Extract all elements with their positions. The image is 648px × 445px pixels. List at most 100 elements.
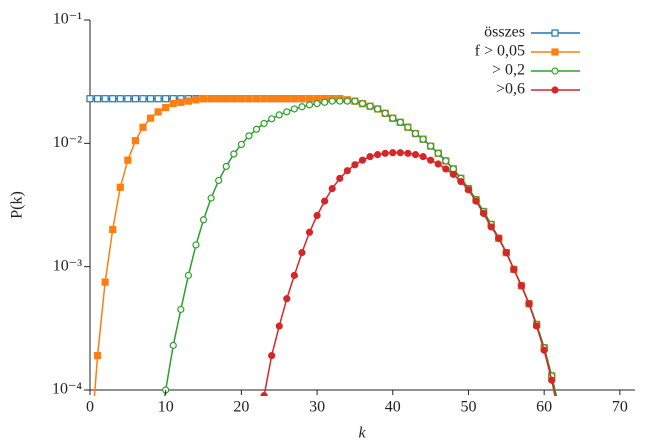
data-point [381,109,389,117]
data-point [192,241,200,249]
data-point [457,177,465,186]
data-point [442,165,450,173]
data-point [268,95,276,103]
data-point [131,95,140,103]
data-point [177,98,185,106]
legend-marker [551,86,559,94]
data-point [146,114,155,122]
data-point [290,95,298,103]
legend-marker [551,48,559,56]
data-point [290,105,298,113]
data-point [207,95,215,103]
data-point [427,142,435,150]
y-axis-label: P(k) [9,191,26,219]
data-point [155,436,161,442]
data-point [358,156,367,164]
x-tick-label: 20 [233,399,249,416]
data-point [487,223,495,231]
data-point [184,97,193,105]
data-point [298,103,306,111]
data-point [556,406,562,412]
legend-label: f > 0,05 [475,43,525,60]
data-point [298,249,306,257]
data-point [116,95,124,103]
data-point [321,98,329,106]
data-point [366,153,374,161]
data-point [404,149,412,157]
data-point [419,135,427,143]
data-point [207,194,215,202]
data-point [396,118,404,126]
data-point [215,95,223,103]
data-point [283,108,291,116]
data-point [184,271,193,279]
data-point [93,95,102,103]
data-point [343,97,351,105]
data-point [525,300,533,308]
data-point [169,341,177,349]
data-point [336,174,344,182]
x-tick-label: 0 [86,399,94,416]
data-point [222,162,230,171]
legend-label: >0,6 [496,81,525,98]
data-point [245,95,253,103]
data-point [245,132,253,140]
data-point [192,96,200,104]
data-point [548,376,556,384]
data-point [442,157,450,165]
data-point [411,129,420,138]
data-point [177,305,185,314]
x-axis-label: k [358,425,366,442]
data-point [510,265,518,274]
data-point [260,392,268,396]
x-tick-label: 50 [460,399,476,416]
data-point [290,271,298,279]
legend-label: összes [484,24,525,41]
data-point [215,176,223,185]
data-point [109,225,117,234]
data-point [275,322,283,330]
data-point [374,105,382,113]
data-point [275,95,283,103]
data-point [366,102,374,110]
data-point [321,197,329,205]
data-point [230,95,238,103]
data-point [336,97,344,105]
data-point [199,216,208,224]
data-point [389,114,397,122]
data-point [305,101,314,109]
data-point [116,183,124,191]
data-point [268,115,276,123]
data-point [101,95,109,103]
y-tick-label: 10⁻⁴ [52,381,82,398]
data-point [169,99,177,108]
series-line [90,97,558,396]
data-point [305,95,314,103]
data-point [283,95,291,103]
data-point [328,97,336,105]
data-point [389,149,397,157]
legend-label: > 0,2 [492,62,525,79]
data-point [93,352,102,360]
data-point [464,186,473,194]
data-point [154,108,162,116]
x-tick-label: 40 [385,399,401,416]
data-point [404,123,412,131]
data-point [556,406,562,412]
data-point [434,160,442,168]
legend-marker [551,67,559,75]
data-point [162,103,170,112]
data-point [358,99,367,108]
data-point [313,99,321,108]
data-point [222,95,230,103]
data-point [260,119,268,128]
data-point [472,197,480,205]
data-point [260,95,268,103]
data-point [411,151,420,159]
data-point [427,156,435,164]
data-point [419,153,427,161]
data-point [298,95,306,103]
legend-marker [551,29,559,37]
data-point [199,95,208,103]
